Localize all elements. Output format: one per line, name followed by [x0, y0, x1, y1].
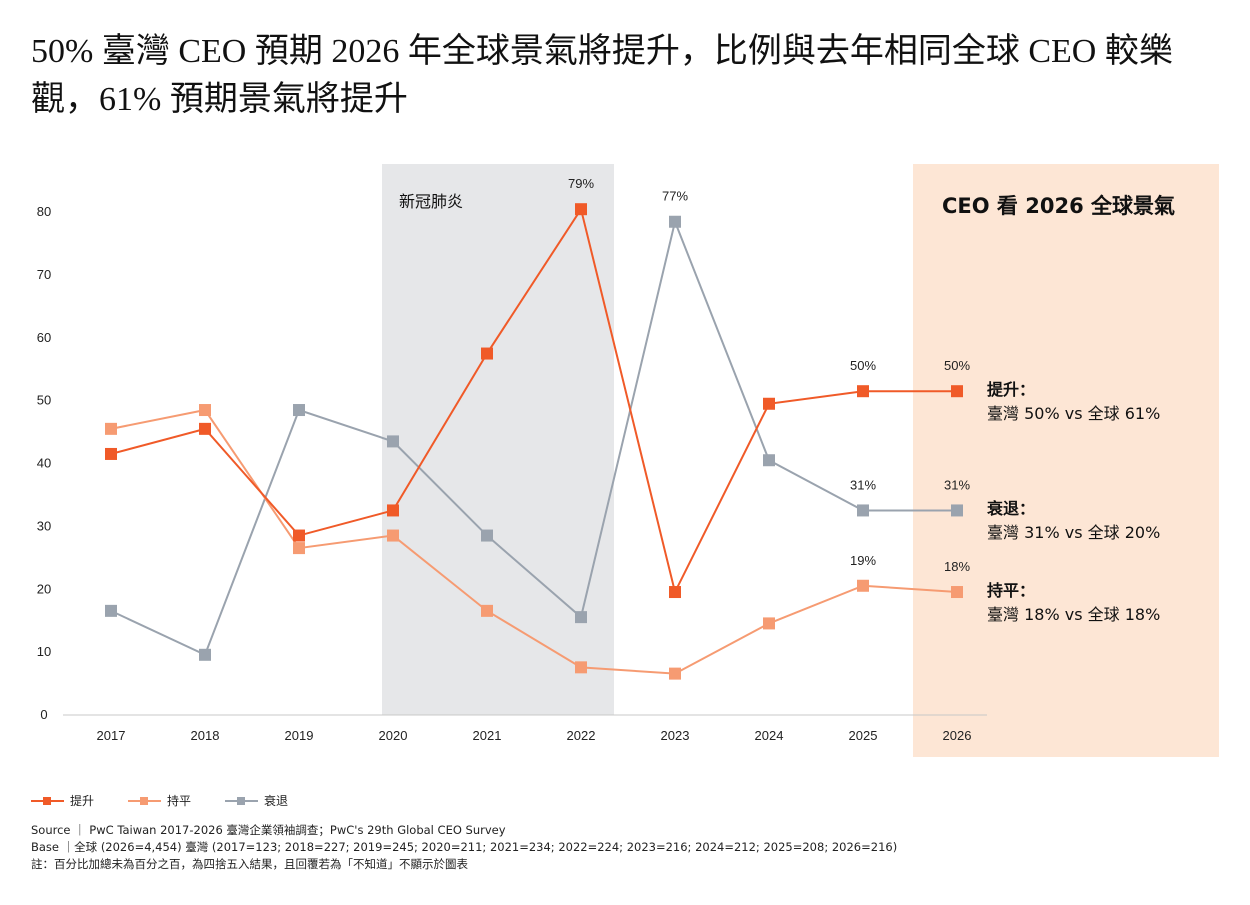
marker-down-2018: [199, 648, 211, 661]
callout-down-heading: 衰退：: [987, 499, 1036, 518]
data-label-up-2026: 50%: [944, 358, 970, 373]
x-tick-label: 2024: [755, 728, 784, 743]
callout-flat-body: 臺灣 18% vs 全球 18%: [987, 605, 1161, 624]
callout-down-body: 臺灣 31% vs 全球 20%: [987, 523, 1161, 542]
y-tick-label: 80: [37, 204, 51, 219]
panel-title: CEO 看 2026 全球景氣: [942, 194, 1175, 218]
series-line-flat: [110, 408, 958, 675]
data-label-up-2022: 79%: [568, 176, 594, 191]
chart-notes: Source ｜ PwC Taiwan 2017-2026 臺灣企業領袖調查；P…: [31, 822, 897, 873]
marker-flat-2024: [763, 617, 775, 630]
source-note: Source ｜ PwC Taiwan 2017-2026 臺灣企業領袖調查；P…: [31, 823, 506, 837]
marker-down-2026: [951, 504, 963, 517]
callout-down: 衰退： 臺灣 31% vs 全球 20%: [987, 497, 1160, 545]
marker-up-2023: [669, 586, 681, 599]
x-tick-label: 2026: [943, 728, 972, 743]
x-tick-label: 2020: [379, 728, 408, 743]
marker-down-2025: [857, 504, 869, 517]
data-labels: 79% 77% 50% 50% 31% 31% 19% 18%: [568, 176, 970, 574]
series-line-down: [110, 218, 957, 657]
y-tick-label: 70: [37, 267, 51, 282]
x-tick-label: 2021: [473, 728, 502, 743]
series-line-up: [110, 206, 957, 595]
data-label-flat-2025: 19%: [850, 553, 876, 568]
base-note: Base ｜全球 (2026=4,454) 臺灣 (2017=123; 2018…: [31, 840, 898, 854]
footnote: 註：百分比加總未為百分之百，為四捨五入結果，且回覆若為「不知道」不顯示於圖表: [31, 857, 468, 871]
series-markers: [105, 203, 963, 680]
marker-up-2024: [763, 397, 775, 410]
y-tick-label: 20: [37, 581, 51, 596]
covid-band: [382, 164, 614, 715]
legend-item-up: 提升: [31, 792, 94, 809]
marker-up-2021: [481, 347, 493, 360]
chart-title: 50% 臺灣 CEO 預期 2026 年全球景氣將提升，比例與去年相同全球 CE…: [31, 33, 1173, 118]
marker-up-2026: [951, 385, 963, 398]
callout-up-body: 臺灣 50% vs 全球 61%: [987, 404, 1161, 423]
y-tick-label: 0: [40, 707, 47, 722]
x-tick-label: 2025: [849, 728, 878, 743]
marker-down-2022: [575, 611, 587, 624]
callout-flat-heading: 持平：: [987, 581, 1036, 600]
marker-up-2022: [575, 203, 587, 216]
marker-up-2025: [857, 385, 869, 398]
data-label-down-2025: 31%: [850, 477, 876, 492]
marker-down-2020: [387, 435, 399, 448]
marker-down-2021: [481, 529, 493, 542]
legend-item-down: 衰退: [225, 792, 288, 809]
outlook-panel-band: [913, 164, 1219, 757]
legend-label-down: 衰退: [264, 794, 289, 808]
y-tick-label: 10: [37, 644, 51, 659]
series-lines: [110, 206, 958, 675]
legend-swatch-flat-icon: [128, 795, 162, 807]
y-tick-label: 40: [37, 456, 51, 471]
callout-flat: 持平： 臺灣 18% vs 全球 18%: [987, 579, 1160, 627]
marker-down-2017: [105, 604, 117, 617]
y-axis-ticks: 0 10 20 30 40 50 60 70 80: [37, 204, 51, 722]
legend-item-flat: 持平: [128, 792, 191, 809]
y-tick-label: 50: [37, 393, 51, 408]
x-tick-label: 2017: [97, 728, 126, 743]
chart-legend: 提升 持平 衰退: [31, 792, 288, 809]
marker-flat-2025: [857, 579, 869, 592]
marker-flat-2022: [575, 661, 587, 674]
x-tick-label: 2022: [567, 728, 596, 743]
marker-down-2023: [669, 215, 681, 228]
marker-up-2020: [387, 504, 399, 517]
covid-band-label: 新冠肺炎: [399, 192, 463, 211]
callout-up: 提升： 臺灣 50% vs 全球 61%: [987, 378, 1160, 426]
legend-label-up: 提升: [70, 794, 95, 808]
marker-up-2019: [293, 529, 305, 542]
x-axis-ticks: 2017 2018 2019 2020 2021 2022 2023 2024 2025 2026: [97, 728, 972, 743]
y-tick-label: 60: [37, 330, 51, 345]
marker-up-2017: [105, 447, 117, 460]
marker-flat-2019: [293, 542, 305, 555]
marker-flat-2018: [199, 404, 211, 417]
marker-down-2019: [293, 404, 305, 417]
marker-flat-2020: [387, 529, 399, 542]
marker-flat-2017: [105, 422, 117, 435]
x-tick-label: 2019: [285, 728, 314, 743]
marker-down-2024: [763, 454, 775, 467]
data-label-down-2023: 77%: [662, 189, 688, 204]
marker-up-2018: [199, 422, 211, 435]
legend-swatch-up-icon: [31, 795, 64, 807]
data-label-up-2025: 50%: [850, 358, 876, 373]
x-tick-label: 2018: [191, 728, 220, 743]
x-tick-label: 2023: [661, 728, 690, 743]
data-label-down-2026: 31%: [944, 477, 970, 492]
y-tick-label: 30: [37, 518, 51, 533]
legend-label-flat: 持平: [167, 794, 192, 808]
callout-up-heading: 提升：: [987, 380, 1036, 399]
marker-flat-2026: [951, 586, 963, 599]
legend-swatch-down-icon: [225, 795, 259, 807]
marker-flat-2021: [481, 604, 493, 617]
marker-flat-2023: [669, 667, 681, 680]
data-label-flat-2026: 18%: [944, 559, 970, 574]
